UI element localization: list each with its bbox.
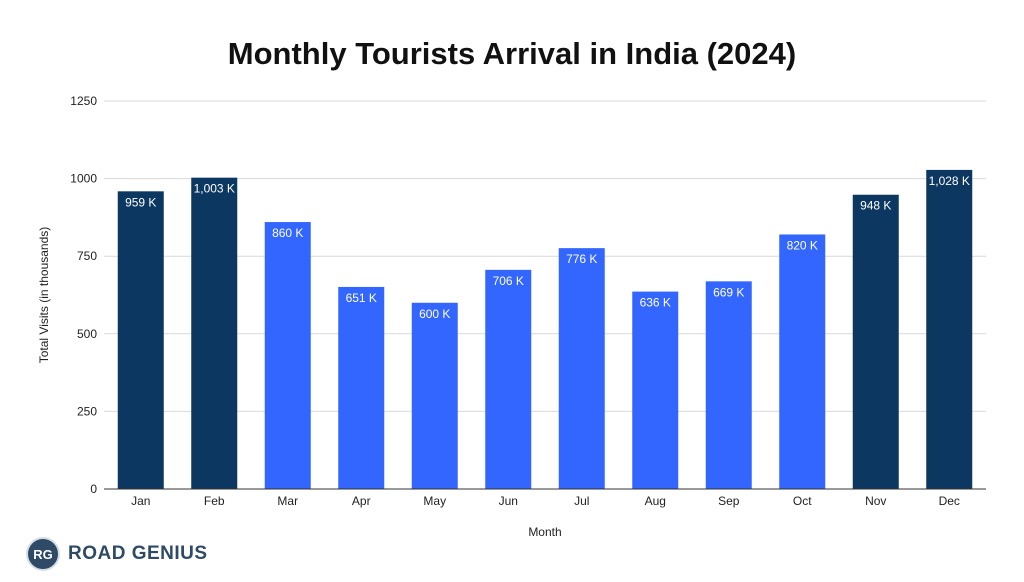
y-axis-ticks: 0 250 500 750 1000 1250 bbox=[70, 94, 97, 496]
data-label: 959 K bbox=[125, 195, 156, 209]
y-tick-label: 750 bbox=[77, 249, 97, 263]
x-tick-label: Mar bbox=[277, 494, 298, 508]
bar-apr bbox=[338, 286, 385, 489]
brand-name: ROAD GENIUS bbox=[68, 543, 208, 564]
data-label: 651 K bbox=[346, 291, 377, 305]
y-axis-title: Total Visits (in thousands) bbox=[37, 227, 51, 364]
x-tick-label: Dec bbox=[939, 494, 960, 508]
brand-badge-icon: RG bbox=[26, 537, 60, 571]
x-tick-label: Feb bbox=[204, 494, 225, 508]
bars: 959 K 1,003 K 860 K 651 K 600 K 706 K 776 K 636… bbox=[117, 169, 973, 490]
x-tick-label: Oct bbox=[793, 494, 812, 508]
x-axis-title: Month bbox=[528, 525, 561, 539]
chart-title: Monthly Tourists Arrival in India (2024) bbox=[227, 36, 797, 71]
data-label: 600 K bbox=[419, 307, 450, 321]
x-axis-ticks: Jan Feb Mar Apr May Jun Jul Aug Sep Oct Nov Dec bbox=[131, 494, 960, 508]
x-tick-label: Apr bbox=[352, 494, 371, 508]
data-label: 820 K bbox=[787, 238, 818, 252]
bar-feb bbox=[191, 177, 238, 489]
bar-mar bbox=[264, 222, 311, 489]
x-tick-label: Jun bbox=[499, 494, 518, 508]
x-tick-label: May bbox=[423, 494, 446, 508]
data-label: 1,028 K bbox=[929, 174, 970, 188]
bar-jan bbox=[117, 191, 164, 489]
y-tick-label: 1000 bbox=[70, 172, 97, 186]
bar-nov bbox=[852, 194, 899, 490]
data-label: 860 K bbox=[272, 226, 303, 240]
data-label: 636 K bbox=[640, 296, 671, 310]
x-tick-label: Jul bbox=[574, 494, 589, 508]
bar-oct bbox=[779, 234, 826, 489]
data-label: 669 K bbox=[713, 285, 744, 299]
x-tick-label: Aug bbox=[645, 494, 666, 508]
y-tick-label: 250 bbox=[77, 404, 97, 418]
data-label: 1,003 K bbox=[194, 182, 235, 196]
bar-jun bbox=[485, 269, 532, 489]
y-tick-label: 0 bbox=[90, 482, 97, 496]
data-label: 948 K bbox=[860, 199, 891, 213]
y-tick-label: 1250 bbox=[70, 94, 97, 108]
bar-sep bbox=[705, 281, 752, 489]
x-tick-label: Nov bbox=[865, 494, 886, 508]
gridlines bbox=[104, 100, 986, 412]
data-label: 776 K bbox=[566, 252, 597, 266]
data-label: 706 K bbox=[493, 274, 524, 288]
x-tick-label: Sep bbox=[718, 494, 740, 508]
bar-may bbox=[411, 302, 458, 489]
bar-dec bbox=[926, 169, 973, 489]
y-tick-label: 500 bbox=[77, 327, 97, 341]
bar-jul bbox=[558, 248, 605, 489]
brand-logo: RG ROAD GENIUS bbox=[26, 536, 208, 572]
bar-aug bbox=[632, 291, 679, 489]
x-tick-label: Jan bbox=[131, 494, 150, 508]
